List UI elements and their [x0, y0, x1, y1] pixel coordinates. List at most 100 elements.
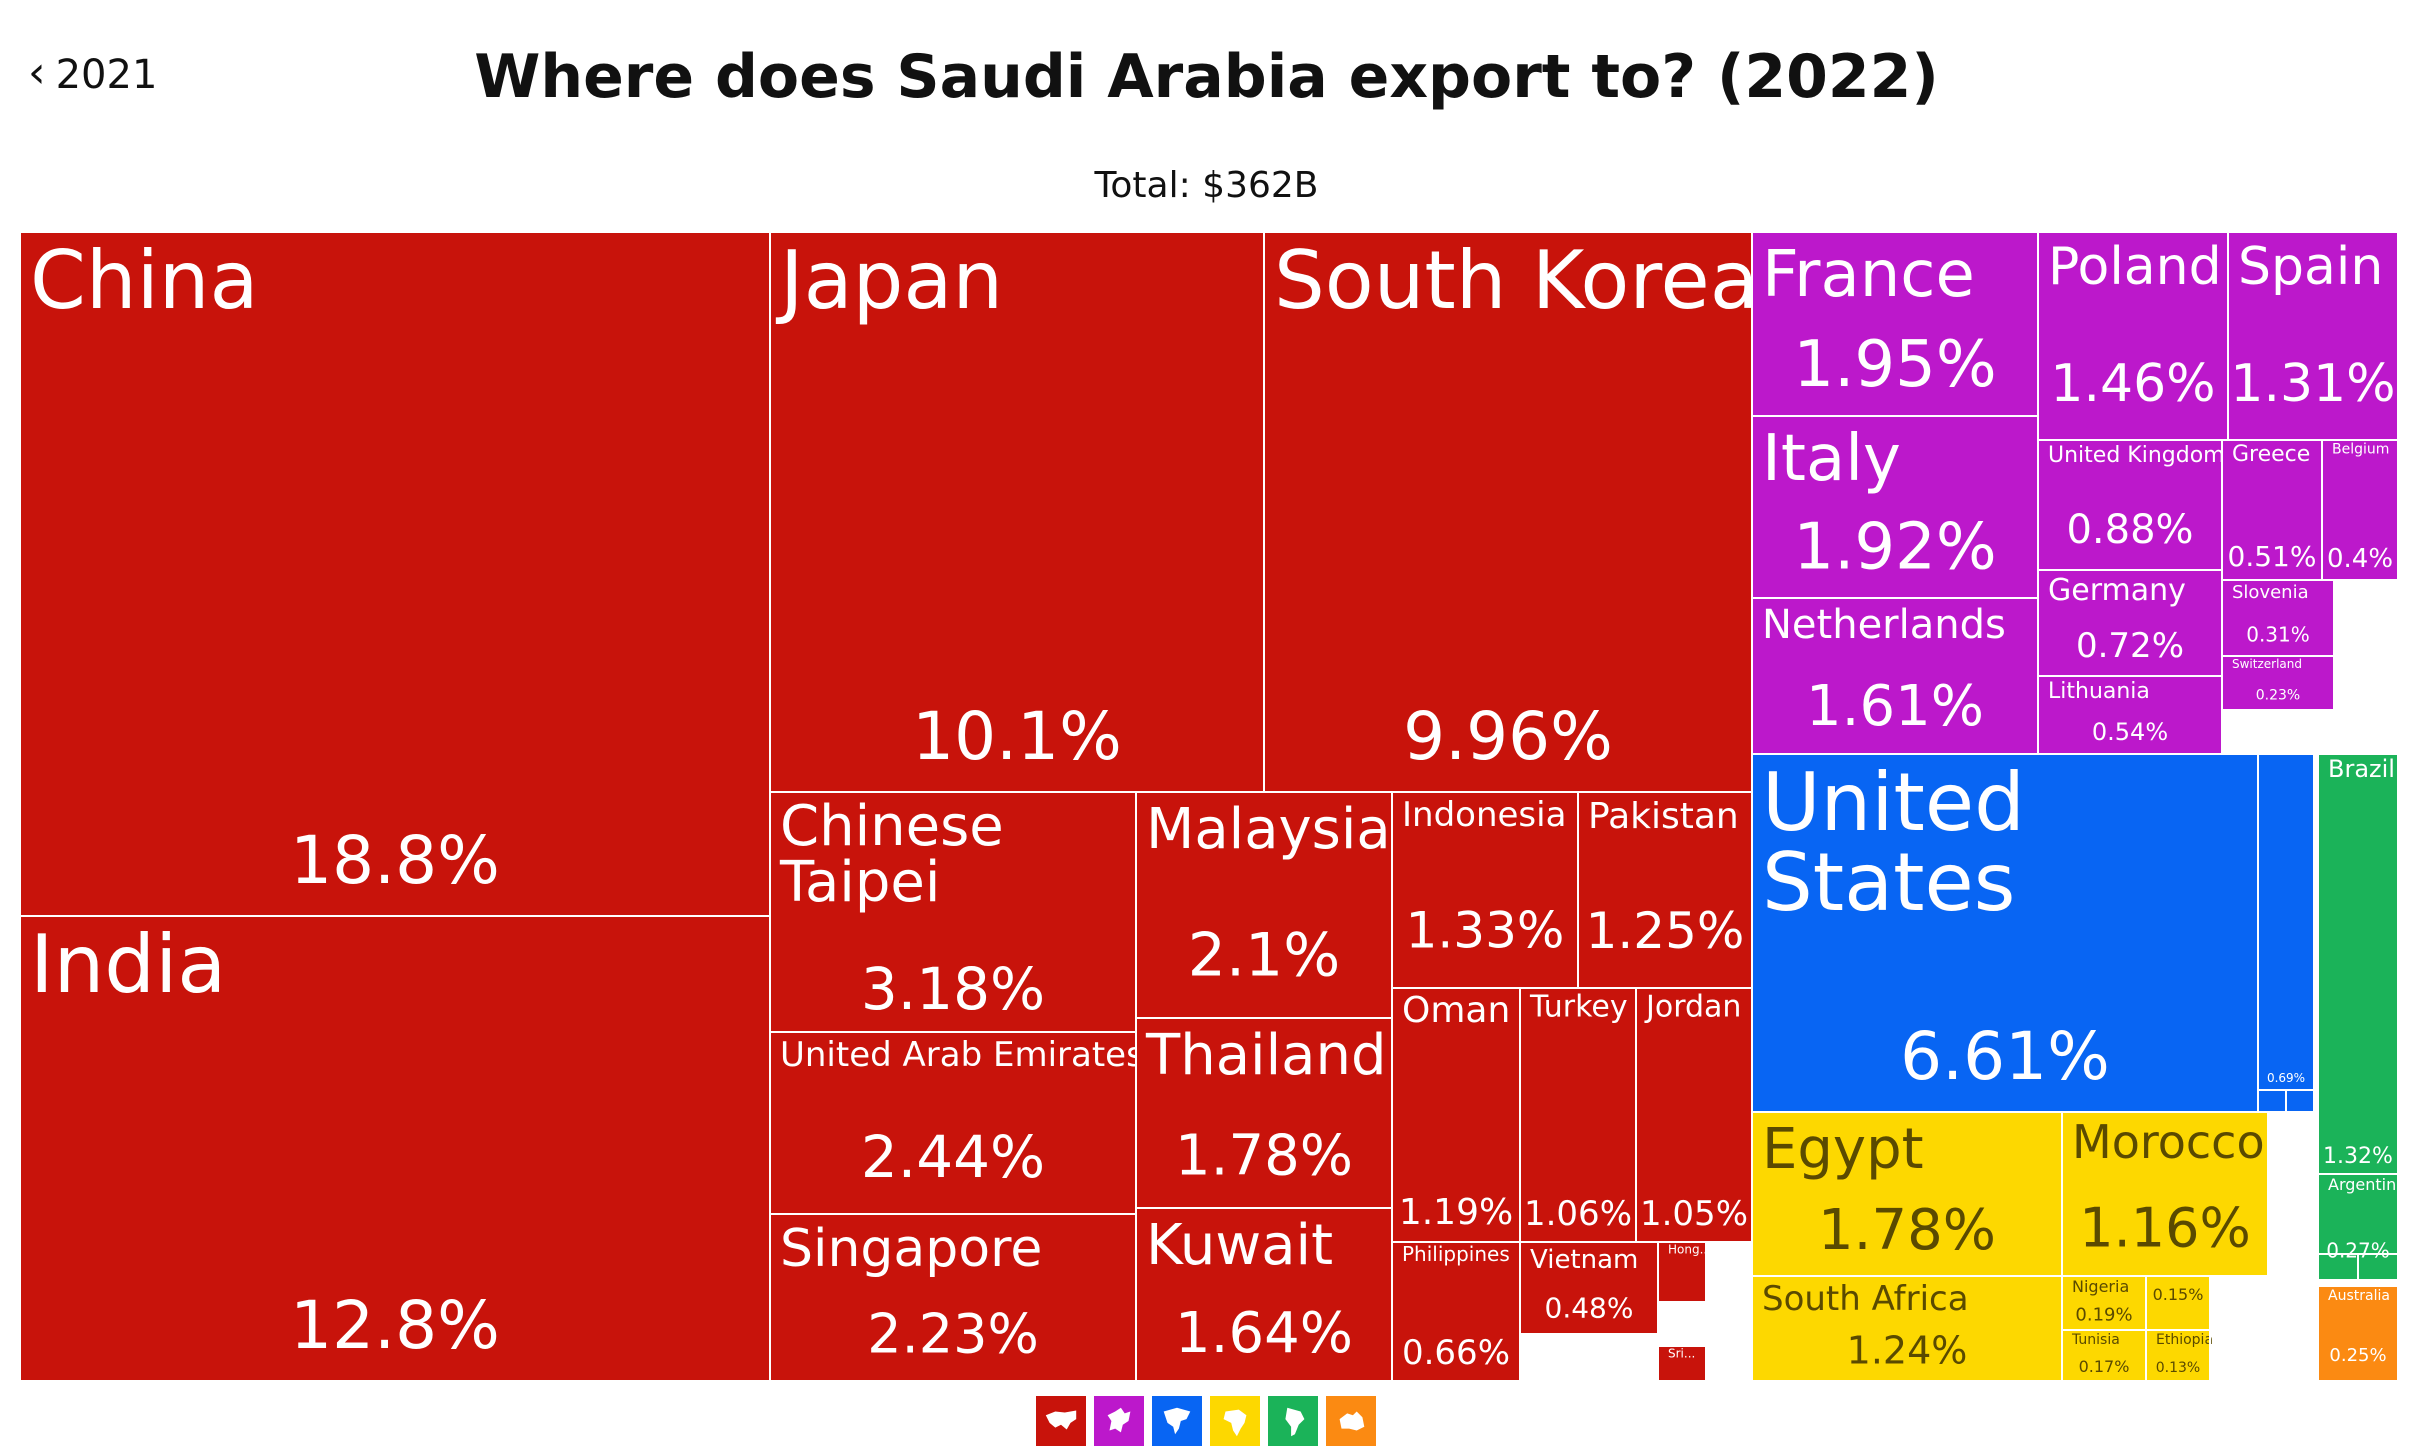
- tile-name: Philippines: [1402, 1242, 1510, 1266]
- tile-nigeria[interactable]: Nigeria 0.19%: [2061, 1275, 2147, 1331]
- tile-united-kingdom[interactable]: United Kingdom 0.88%: [2037, 439, 2225, 571]
- tile-name: Chinese: [780, 794, 1004, 859]
- tile-rect: [769, 1213, 1137, 1382]
- legend-north-america[interactable]: [1152, 1396, 1202, 1446]
- tile-fragment: [1705, 1301, 1753, 1347]
- tile-value: 2.1%: [1188, 921, 1340, 991]
- tile-north-america-0-69[interactable]: 0.69%: [2257, 753, 2315, 1113]
- tile-fragment: [2333, 705, 2399, 755]
- tile-name: Greece: [2232, 442, 2310, 467]
- tile-indonesia[interactable]: Indonesia 1.33%: [1391, 791, 1579, 989]
- tile-argentina[interactable]: Argentina 0.27%: [2317, 1173, 2406, 1281]
- tile-brazil[interactable]: Brazil 1.32%: [2317, 753, 2399, 1175]
- tile-value: 0.51%: [2228, 540, 2317, 573]
- tile-slovenia[interactable]: Slovenia 0.31%: [2221, 579, 2335, 657]
- tile-kuwait[interactable]: Kuwait 1.64%: [1135, 1207, 1393, 1382]
- tile-value: 0.17%: [2079, 1357, 2130, 1376]
- legend-oceania[interactable]: [1326, 1396, 1376, 1446]
- tile-france[interactable]: France 1.95%: [1751, 231, 2039, 417]
- tile-name: Turkey: [1529, 990, 1628, 1025]
- tile-philippines[interactable]: Philippines 0.66%: [1391, 1241, 1521, 1382]
- tile-value: 0.15%: [2153, 1285, 2204, 1304]
- tile-egypt[interactable]: Egypt 1.78%: [1751, 1111, 2063, 1277]
- tile-name: Germany: [2048, 573, 2186, 608]
- tile-south-korea[interactable]: South Korea 9.96%: [1263, 231, 1759, 793]
- tile-rect: [19, 231, 771, 917]
- total-value: Total: $362B: [1094, 165, 1319, 206]
- tile-singapore[interactable]: Singapore 2.23%: [769, 1213, 1137, 1382]
- tile-name: Switzerland: [2232, 657, 2302, 671]
- tile-africa-0-15[interactable]: 0.15%: [2145, 1275, 2211, 1331]
- tile-fragment: [2337, 639, 2369, 677]
- legend-asia[interactable]: [1036, 1396, 1086, 1446]
- tile-sri[interactable]: Sri...: [1657, 1345, 1707, 1382]
- previous-year-button[interactable]: ‹ 2021: [28, 47, 157, 99]
- tile-china[interactable]: China 18.8%: [19, 231, 771, 917]
- tile-fragment: [1657, 1301, 1707, 1347]
- tile-vietnam[interactable]: Vietnam 0.48%: [1519, 1241, 1659, 1335]
- tile-ethiopia[interactable]: Ethiopia 0.13%: [2145, 1329, 2213, 1382]
- tile-hong[interactable]: Hong...: [1657, 1241, 1711, 1303]
- tile-rect: [2221, 655, 2335, 711]
- tile-rect: [1751, 231, 2039, 417]
- tile-india[interactable]: India 12.8%: [19, 915, 771, 1382]
- tile-name: Jordan: [1644, 990, 1741, 1025]
- tile-rect: [769, 1031, 1137, 1215]
- tile-name: Spain: [2238, 237, 2383, 297]
- tile-value: 0.31%: [2246, 623, 2310, 647]
- tile-rect: [2061, 1111, 2269, 1277]
- tile-japan[interactable]: Japan 10.1%: [769, 231, 1265, 793]
- tile-name: Singapore: [780, 1219, 1042, 1279]
- tile-germany[interactable]: Germany 0.72%: [2037, 569, 2223, 677]
- tile-value: 0.48%: [1545, 1292, 1634, 1325]
- tile-value: 1.33%: [1406, 902, 1565, 960]
- tile-fragment: [1705, 1241, 1753, 1303]
- tile-rect: [2037, 675, 2223, 755]
- tile-australia[interactable]: Australia 0.25%: [2317, 1285, 2399, 1382]
- tile-rect: [2145, 1275, 2211, 1331]
- tile-poland[interactable]: Poland 1.46%: [2037, 231, 2229, 441]
- tile-netherlands[interactable]: Netherlands 1.61%: [1751, 597, 2039, 755]
- tile-name: Taipei: [779, 850, 940, 915]
- tile-belgium[interactable]: Belgium 0.4%: [2321, 439, 2399, 581]
- tile-fragment: [2337, 579, 2399, 641]
- legend-south-america[interactable]: [1268, 1396, 1318, 1446]
- tile-spain[interactable]: Spain 1.31%: [2227, 231, 2399, 441]
- tile-value: 12.8%: [290, 1287, 500, 1364]
- tile-name: Oman: [1402, 990, 1510, 1031]
- tile-south-africa[interactable]: South Africa 1.24%: [1751, 1275, 2063, 1382]
- tile-italy[interactable]: Italy 1.92%: [1751, 415, 2039, 599]
- tile-switzerland[interactable]: Switzerland 0.23%: [2221, 655, 2335, 711]
- tile-value: 1.46%: [2050, 354, 2215, 414]
- tile-tunisia[interactable]: Tunisia 0.17%: [2061, 1329, 2147, 1382]
- legend-europe[interactable]: [1094, 1396, 1144, 1446]
- legend-africa[interactable]: [1210, 1396, 1260, 1446]
- tile-morocco[interactable]: Morocco 1.16%: [2061, 1111, 2269, 1277]
- tile-oman[interactable]: Oman 1.19%: [1391, 987, 1521, 1243]
- tile-lithuania[interactable]: Lithuania 0.54%: [2037, 675, 2223, 755]
- tile-rect: [1751, 753, 2259, 1113]
- tile-rect: [2061, 1329, 2147, 1382]
- tile-pakistan[interactable]: Pakistan 1.25%: [1577, 791, 1753, 989]
- tile-name: Ethiopia: [2156, 1332, 2213, 1348]
- tile-united-arab-emirates[interactable]: United Arab Emirates 2.44%: [769, 1031, 1144, 1215]
- oceania-icon: [1339, 1411, 1365, 1431]
- tile-name: Malaysia: [1146, 797, 1391, 862]
- tile-turkey[interactable]: Turkey 1.06%: [1519, 987, 1637, 1243]
- tile-name: United Arab Emirates: [780, 1035, 1144, 1075]
- tile-rect: [2221, 439, 2323, 581]
- tile-name: Thailand: [1145, 1023, 1387, 1088]
- tile-name: Netherlands: [1762, 602, 2006, 648]
- tile-value: 0.19%: [2075, 1305, 2132, 1326]
- tile-greece[interactable]: Greece 0.51%: [2221, 439, 2323, 581]
- tile-thailand[interactable]: Thailand 1.78%: [1135, 1017, 1393, 1209]
- europe-icon: [1107, 1407, 1131, 1433]
- tile-jordan[interactable]: Jordan 1.05%: [1635, 987, 1753, 1243]
- tile-value: 3.18%: [861, 955, 1045, 1023]
- chevron-left-icon: ‹: [28, 47, 46, 98]
- tile-name: Sri...: [1668, 1346, 1695, 1360]
- tile-malaysia[interactable]: Malaysia 2.1%: [1135, 791, 1393, 1019]
- tile-value: 2.23%: [867, 1302, 1039, 1365]
